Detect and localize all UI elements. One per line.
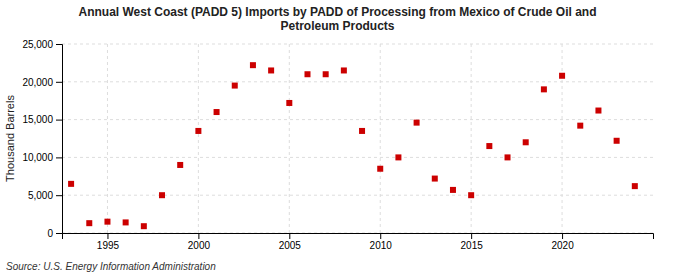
axis-line <box>56 45 63 234</box>
grid-line <box>62 81 653 82</box>
point <box>232 83 238 89</box>
grid-line <box>380 44 381 233</box>
tick-label: 2005 <box>279 240 302 251</box>
grid-line <box>107 44 108 233</box>
tick-mark <box>56 44 62 45</box>
source: Source: U.S. Energy Information Administ… <box>6 261 216 272</box>
point <box>141 223 147 229</box>
point <box>86 220 92 226</box>
tick-label: 10,000 <box>22 152 53 163</box>
point <box>304 71 310 77</box>
tick-mark <box>56 195 62 196</box>
point <box>323 71 329 77</box>
point <box>486 143 492 149</box>
point <box>195 128 201 134</box>
tick-label: 5,000 <box>28 190 53 201</box>
point <box>559 73 565 79</box>
grid-line <box>62 157 653 158</box>
tick: 1995 <box>97 233 120 251</box>
tick: 20,000 <box>22 77 62 88</box>
grid-line <box>62 195 653 196</box>
point <box>414 120 420 126</box>
grid-line <box>62 119 653 120</box>
tick: 2020 <box>551 233 574 251</box>
chart: Annual West Coast (PADD 5) Imports by PA… <box>0 0 675 275</box>
point <box>541 86 547 92</box>
tick-label: 2020 <box>551 240 574 251</box>
point <box>104 219 110 225</box>
point <box>450 187 456 193</box>
grid-line <box>562 44 563 233</box>
tick-label: 2010 <box>370 240 393 251</box>
point <box>523 139 529 145</box>
grid <box>62 44 653 233</box>
point <box>250 62 256 68</box>
point <box>214 109 220 115</box>
point <box>177 162 183 168</box>
tick-label: 15,000 <box>22 114 53 125</box>
point <box>68 181 74 187</box>
grid-line <box>289 44 290 233</box>
y-axis: 0 5,000 10,000 15,000 20,000 25,000 <box>22 39 62 239</box>
point <box>505 154 511 160</box>
point <box>432 176 438 182</box>
tick: 2005 <box>279 233 302 251</box>
point <box>595 108 601 114</box>
tick: 25,000 <box>22 39 62 50</box>
marks <box>68 62 638 229</box>
tick-label: 20,000 <box>22 77 53 88</box>
y-axis-label: Thousand Barrels <box>4 95 16 182</box>
axis-line <box>63 234 654 240</box>
tick-mark <box>471 233 472 239</box>
tick: 2015 <box>461 233 484 251</box>
tick: 2000 <box>188 233 211 251</box>
tick: 2010 <box>370 233 393 251</box>
point <box>468 192 474 198</box>
tick-label: 25,000 <box>22 39 53 50</box>
point <box>341 67 347 73</box>
tick-mark <box>56 157 62 158</box>
point <box>577 123 583 129</box>
tick: 15,000 <box>22 114 62 125</box>
tick: 5,000 <box>28 190 62 201</box>
grid-line <box>471 44 472 233</box>
tick-label: 1995 <box>97 240 120 251</box>
point <box>614 138 620 144</box>
tick-mark <box>380 233 381 239</box>
point <box>632 183 638 189</box>
tick-label: 2000 <box>188 240 211 251</box>
point <box>395 154 401 160</box>
title: Annual West Coast (PADD 5) Imports by PA… <box>78 5 596 33</box>
grid-line <box>62 44 653 45</box>
point <box>123 219 129 225</box>
tick-mark <box>56 233 62 234</box>
tick-mark <box>562 233 563 239</box>
tick-label: 2015 <box>461 240 484 251</box>
x-axis: 1995 2000 2005 2010 2015 2020 <box>63 233 654 251</box>
grid-line <box>198 44 199 233</box>
point <box>159 192 165 198</box>
tick-mark <box>107 233 108 239</box>
tick-label: 0 <box>47 228 53 239</box>
tick-mark <box>198 233 199 239</box>
point <box>268 67 274 73</box>
tick: 10,000 <box>22 152 62 163</box>
point <box>377 166 383 172</box>
tick-mark <box>56 120 62 121</box>
point <box>286 100 292 106</box>
point <box>359 128 365 134</box>
plot-area: 1995 2000 2005 2010 2015 2020 0 5,000 10,000 15,0… <box>4 39 654 251</box>
tick: 0 <box>47 228 62 239</box>
tick-mark <box>56 82 62 83</box>
tick-mark <box>289 233 290 239</box>
